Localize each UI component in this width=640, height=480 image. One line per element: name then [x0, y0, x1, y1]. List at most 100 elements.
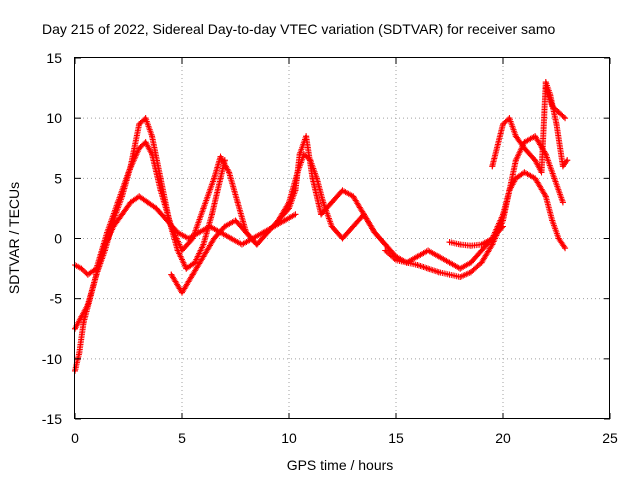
- data-point: [403, 259, 410, 266]
- data-point: [243, 229, 250, 236]
- data-point: [489, 235, 496, 242]
- data-point: [320, 199, 327, 206]
- data-point: [555, 235, 562, 242]
- data-point: [382, 241, 389, 248]
- data-point: [512, 175, 519, 182]
- data-point: [200, 241, 207, 248]
- data-point: [226, 169, 233, 176]
- data-point: [142, 115, 149, 122]
- data-point: [101, 241, 108, 248]
- x-axis-label: GPS time / hours: [287, 457, 394, 473]
- data-point: [125, 169, 132, 176]
- data-point: [144, 199, 151, 206]
- data-point: [553, 121, 560, 128]
- data-point: [179, 289, 185, 296]
- data-point: [196, 229, 203, 236]
- data-point: [425, 265, 432, 272]
- data-point: [292, 211, 299, 218]
- data-point: [217, 153, 224, 160]
- data-point: [313, 175, 320, 182]
- data-point: [328, 199, 335, 206]
- y-tick-label: -10: [42, 351, 62, 367]
- data-point: [446, 259, 453, 266]
- data-point: [360, 211, 367, 218]
- data-point: [114, 199, 121, 206]
- data-point: [286, 199, 292, 206]
- data-point: [562, 245, 569, 252]
- y-tick-label: -15: [42, 411, 62, 427]
- data-point: [542, 193, 549, 200]
- data-point: [478, 241, 485, 248]
- data-point: [542, 79, 549, 86]
- data-point: [489, 163, 496, 170]
- data-point: [157, 187, 164, 194]
- data-point: [506, 187, 513, 194]
- data-point: [382, 247, 389, 254]
- y-tick-label: 10: [46, 110, 62, 126]
- data-point: [549, 103, 556, 110]
- data-point: [93, 271, 100, 278]
- data-point: [300, 151, 307, 158]
- data-point: [185, 235, 192, 242]
- data-point: [200, 253, 207, 260]
- data-point: [208, 211, 215, 218]
- data-point: [559, 163, 566, 170]
- data-point: [549, 217, 556, 224]
- data-point: [149, 151, 156, 158]
- data-point: [371, 229, 378, 236]
- data-point: [521, 145, 528, 152]
- data-point: [532, 175, 539, 182]
- data-point: [174, 229, 181, 236]
- data-point: [217, 175, 224, 182]
- data-point: [500, 211, 506, 218]
- x-tick-label: 25: [602, 430, 618, 446]
- data-point: [339, 235, 346, 242]
- data-point: [512, 157, 519, 164]
- x-tick-label: 0: [71, 430, 79, 446]
- data-point: [512, 133, 519, 140]
- y-tick-label: 5: [54, 170, 62, 186]
- data-point: [179, 247, 185, 254]
- data-point: [110, 223, 117, 230]
- data-point: [221, 223, 228, 230]
- data-point: [328, 223, 335, 230]
- x-tick-label: 15: [388, 430, 404, 446]
- data-point: [76, 349, 83, 356]
- data-point: [562, 115, 569, 122]
- chart-title: Day 215 of 2022, Sidereal Day-to-day VTE…: [42, 21, 555, 37]
- data-point: [555, 109, 562, 116]
- data-point: [234, 199, 241, 206]
- data-point: [238, 241, 245, 248]
- data-point: [189, 271, 196, 278]
- data-point: [307, 157, 314, 164]
- data-point: [457, 265, 464, 272]
- data-point: [78, 265, 85, 272]
- data-point: [253, 241, 260, 248]
- data-point: [506, 115, 513, 122]
- data-point: [153, 205, 160, 212]
- data-point: [414, 253, 421, 260]
- data-point: [414, 261, 421, 268]
- data-point: [206, 223, 213, 230]
- data-point: [84, 271, 91, 278]
- data-point: [521, 169, 528, 176]
- x-tick-label: 5: [178, 430, 186, 446]
- data-point: [84, 301, 91, 308]
- y-tick-label: 15: [46, 50, 62, 66]
- data-point: [478, 247, 485, 254]
- series-markers: [489, 79, 571, 176]
- data-point: [136, 145, 143, 152]
- data-point: [542, 85, 549, 92]
- data-point: [80, 319, 87, 326]
- data-point: [435, 269, 442, 276]
- data-point: [467, 242, 474, 249]
- data-point: [142, 139, 149, 146]
- data-point: [303, 133, 310, 140]
- axis-ticks: 0 5 10 15 20 25 -15 -10 -5 0 5 10 15: [42, 50, 618, 446]
- data-markers: [72, 79, 571, 374]
- data-point: [232, 217, 239, 224]
- data-point: [457, 241, 464, 248]
- data-point: [281, 217, 288, 224]
- data-point: [435, 253, 442, 260]
